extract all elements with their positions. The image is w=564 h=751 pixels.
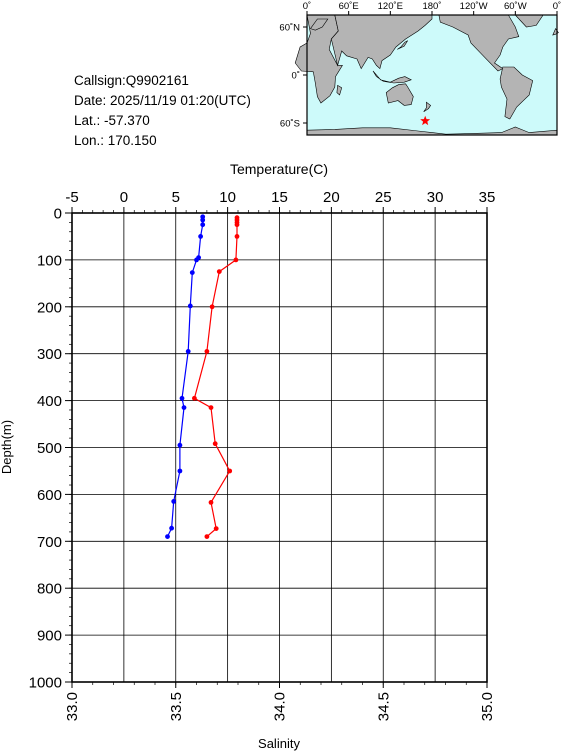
- salinity-data-point: [200, 217, 206, 223]
- top-axis-label: Temperature(C): [230, 161, 328, 177]
- salinity-data-point: [200, 222, 206, 228]
- temperature-data-point: [204, 534, 210, 539]
- top-axis-tick-label: 30: [427, 189, 444, 206]
- land-indonesia: [372, 70, 412, 84]
- map-lon-label: 0˚: [553, 1, 561, 12]
- chart-grid: [71, 212, 488, 683]
- salinity-data-point: [179, 395, 185, 401]
- temperature-data-point: [234, 234, 240, 239]
- land-australia: [385, 83, 414, 106]
- bottom-axis-tick-label: 34.0: [272, 692, 289, 721]
- bottom-axis-tick-label: 35.0: [479, 692, 496, 721]
- map-lat-label: 60˚N: [279, 23, 300, 34]
- y-axis-tick-label: 300: [37, 346, 62, 363]
- map-labels: 0˚ 60˚E 120˚E 180˚ 120˚W 60˚W 0˚60˚N0˚60˚S: [279, 1, 561, 130]
- longitude-text: Lon.: 170.150: [74, 133, 157, 148]
- y-axis-tick-label: 200: [37, 299, 62, 316]
- land-madagascar: [336, 84, 343, 96]
- land-south-america: [499, 66, 534, 120]
- y-axis-tick-label: 500: [37, 440, 62, 457]
- date-text: Date: 2025/11/19 01:20(UTC): [74, 93, 251, 108]
- y-axis-tick-label: 800: [37, 581, 62, 598]
- temperature-data-point: [233, 257, 239, 263]
- map-lon-label: 60˚E: [339, 1, 359, 12]
- float-info: Callsign:Q9902161 Date: 2025/11/19 01:20…: [74, 71, 251, 151]
- land-europe-africa: [294, 14, 343, 104]
- top-axis-tick-label: 20: [323, 189, 340, 206]
- float-position-star-icon: [420, 115, 431, 126]
- top-axis-tick-label: 25: [375, 189, 392, 206]
- chart-series: [165, 214, 240, 539]
- bottom-axis-tick-label: 34.5: [375, 692, 392, 721]
- y-axis-label: Depth(m): [0, 420, 14, 474]
- salinity-data-point: [177, 468, 183, 474]
- map-lon-label: 60˚W: [504, 1, 527, 12]
- plot-frame: [71, 212, 488, 683]
- map-lon-label: 120˚W: [460, 1, 488, 12]
- bottom-axis-label: Salinity: [258, 736, 300, 751]
- map-lon-label: 0˚: [303, 1, 311, 12]
- bottom-axis-tick-label: 33.0: [64, 692, 81, 721]
- salinity-data-point: [185, 349, 191, 354]
- y-axis-tick-label: 400: [37, 393, 62, 410]
- map-grid: [303, 11, 558, 136]
- salinity-data-point: [165, 534, 170, 539]
- y-axis-tick-label: 700: [37, 534, 62, 551]
- temperature-data-point: [227, 468, 233, 474]
- callsign-text: Callsign:Q9902161: [74, 73, 189, 88]
- y-axis-tick-label: 100: [37, 252, 62, 269]
- salinity-data-point: [187, 303, 193, 309]
- salinity-data-point: [169, 525, 175, 531]
- top-axis-tick-label: 15: [271, 189, 288, 206]
- salinity-data-point: [171, 499, 177, 504]
- bottom-axis-tick-label: 33.5: [168, 692, 185, 721]
- y-axis-tick-label: 600: [37, 487, 62, 504]
- land-new-zealand: [423, 101, 432, 113]
- map-lat-label: 0˚: [292, 71, 300, 82]
- temperature-data-point: [204, 349, 210, 354]
- map-lon-label: 180˚: [422, 1, 441, 12]
- temperature-data-point: [216, 269, 222, 274]
- land-asia: [330, 14, 433, 70]
- land-uk: [552, 27, 559, 36]
- salinity-data-point: [198, 234, 204, 239]
- land-japan: [397, 40, 408, 50]
- temperature-profile-line: [193, 217, 238, 538]
- temperature-data-point: [212, 441, 218, 447]
- map-lat-label: 60˚S: [280, 119, 300, 130]
- top-axis-tick-label: 0: [120, 189, 128, 206]
- temperature-data-point: [234, 222, 240, 228]
- land-scandinavia: [310, 18, 329, 31]
- chart-frame: [71, 212, 488, 683]
- salinity-profile-line: [166, 216, 204, 537]
- y-axis-tick-label: 1000: [29, 675, 62, 692]
- top-axis-tick-label: 35: [479, 189, 496, 206]
- temperature-data-point: [213, 526, 219, 531]
- temperature-data-point: [192, 395, 197, 401]
- chart-tick-labels: -5 0 5 10 15 20 25 30 35010020030040050060070080…: [29, 189, 496, 721]
- temperature-data-point: [208, 405, 214, 410]
- temperature-data-point: [208, 500, 214, 505]
- salinity-data-point: [177, 442, 183, 448]
- top-axis-tick-label: 5: [172, 189, 180, 206]
- top-axis-tick-label: 10: [219, 189, 236, 206]
- salinity-data-point: [194, 257, 199, 263]
- map-land: [294, 14, 559, 136]
- top-axis-tick-label: -5: [65, 189, 78, 206]
- y-axis-tick-label: 0: [54, 206, 62, 223]
- y-axis-tick-label: 900: [37, 628, 62, 645]
- temperature-data-point: [209, 304, 215, 310]
- latitude-text: Lat.: -57.370: [74, 113, 150, 128]
- salinity-data-point: [189, 270, 195, 275]
- salinity-data-point: [181, 405, 187, 410]
- map-lon-label: 120˚E: [378, 1, 403, 12]
- map-marker: [420, 115, 431, 126]
